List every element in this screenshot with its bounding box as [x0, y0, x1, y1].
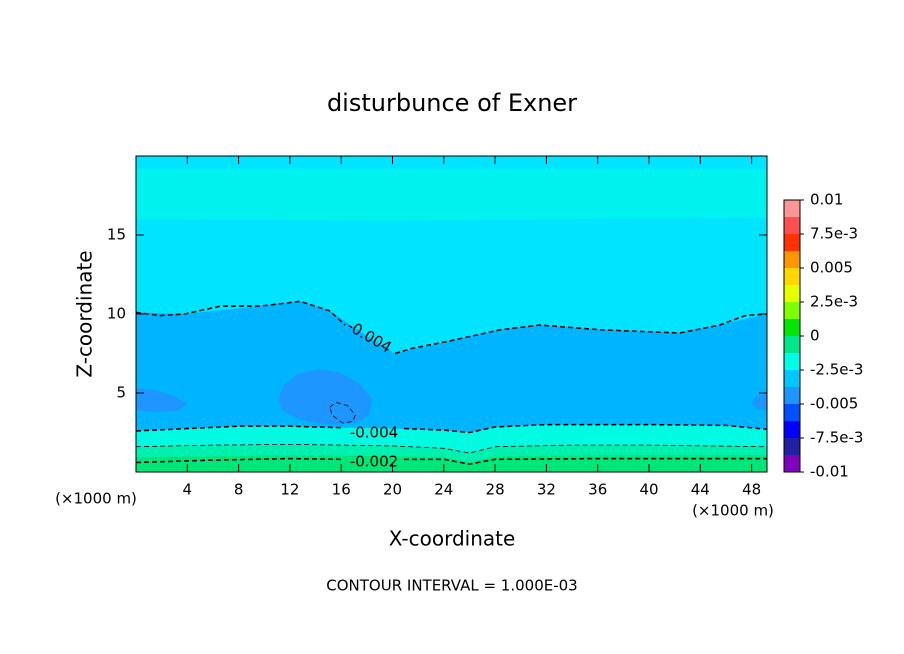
colorbar-tick-label: -2.5e-3	[810, 361, 863, 379]
colorbar-swatch	[784, 319, 800, 336]
colorbar-swatch	[784, 268, 800, 285]
colorbar-tick-label: -7.5e-3	[810, 429, 863, 447]
contour-line	[136, 423, 767, 434]
x-tick-label: 12	[280, 481, 299, 499]
x-unit: (×1000 m)	[55, 490, 137, 508]
colorbar-swatch	[784, 336, 800, 353]
plot-area	[136, 156, 767, 472]
y-tick-label: 15	[107, 226, 126, 244]
filled-region	[136, 455, 767, 472]
x-tick-label: 36	[588, 481, 607, 499]
filled-region	[136, 388, 188, 412]
colorbar-swatch	[784, 455, 800, 472]
x-tick-label: 4	[183, 481, 193, 499]
x-tick-label: 24	[434, 481, 453, 499]
colorbar-tick-label: -0.01	[810, 463, 849, 481]
colorbar-swatch	[784, 387, 800, 404]
colorbar-tick-label: -0.005	[810, 395, 858, 413]
colorbar-tick-label: 2.5e-3	[810, 293, 858, 311]
colorbar-swatch	[784, 285, 800, 302]
filled-region	[136, 168, 767, 221]
colorbar-swatch	[784, 404, 800, 421]
x-tick-label: 40	[639, 481, 658, 499]
contour-line	[136, 300, 767, 355]
colorbar-swatch	[784, 438, 800, 455]
colorbar-tick-label: 0.01	[810, 191, 843, 209]
contour-line	[136, 443, 767, 454]
colorbar-swatch	[784, 353, 800, 370]
colorbar-swatch	[784, 200, 800, 217]
colorbar-tick-label: 0	[810, 327, 820, 345]
x-tick-label: 44	[691, 481, 710, 499]
y-tick-label: 10	[107, 305, 126, 323]
contour-line	[136, 457, 767, 465]
y-axis-label: Z-coordinate	[73, 250, 97, 377]
x-tick-label: 48	[742, 481, 761, 499]
colorbar-swatch	[784, 421, 800, 438]
contour-line	[329, 402, 356, 424]
x-tick-label: 32	[537, 481, 556, 499]
contour-label: -0.004	[350, 424, 398, 442]
chart-title: disturbunce of Exner	[327, 89, 577, 117]
colorbar-tick-label: 0.005	[810, 259, 853, 277]
contour-label: -0.002	[350, 453, 398, 471]
filled-region	[278, 369, 372, 425]
x-tick-label: 8	[234, 481, 244, 499]
x-tick-label: 16	[332, 481, 351, 499]
x-axis-label: X-coordinate	[389, 527, 516, 551]
x-unit: (×1000 m)	[692, 502, 774, 520]
colorbar-swatch	[784, 234, 800, 251]
colorbar-swatch	[784, 217, 800, 234]
colorbar-swatch	[784, 370, 800, 387]
x-tick-label: 28	[486, 481, 505, 499]
colorbar-swatch	[784, 251, 800, 268]
x-tick-label: 20	[383, 481, 402, 499]
colorbar-tick-label: 7.5e-3	[810, 225, 858, 243]
annotation: CONTOUR INTERVAL = 1.000E-03	[326, 577, 577, 595]
y-tick-label: 5	[116, 384, 126, 402]
colorbar-swatch	[784, 302, 800, 319]
filled-region	[751, 393, 767, 411]
